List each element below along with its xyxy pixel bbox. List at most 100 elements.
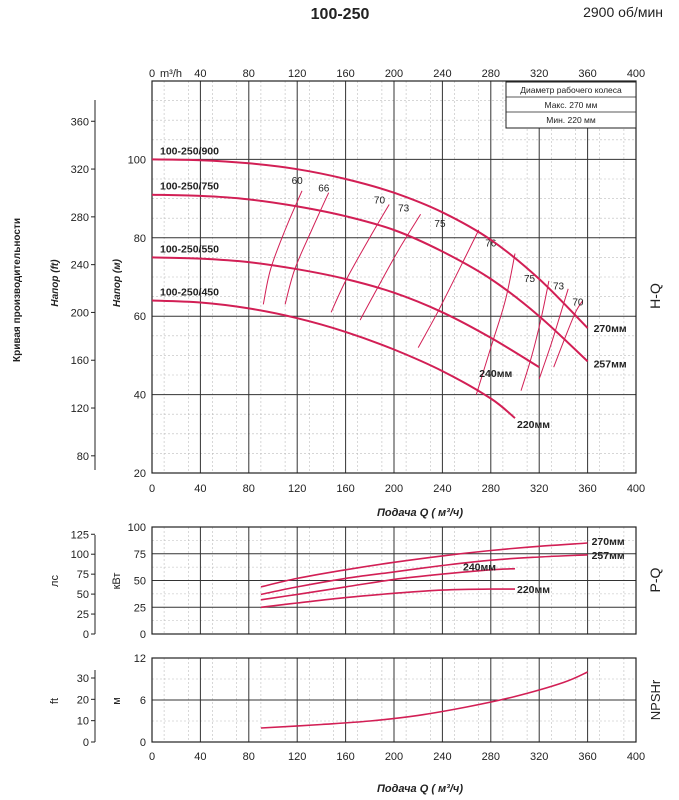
hq-y-tick-ft: 200	[71, 307, 89, 319]
hq-x-tick: 80	[243, 483, 255, 495]
npsh-x-tick: 120	[288, 751, 306, 763]
hq-x-tick: 320	[530, 483, 548, 495]
efficiency-curve-70	[330, 204, 390, 313]
pq-y-tick-hp: 100	[71, 549, 89, 561]
efficiency-label: 73	[398, 203, 410, 214]
hq-x-tick: 400	[627, 483, 645, 495]
npsh-y-tick-ft: 0	[83, 737, 89, 749]
power-curve-label: 220мм	[517, 584, 550, 596]
pq-y-tick-hp: 25	[77, 609, 89, 621]
pq-y-tick-kw: 25	[134, 602, 146, 614]
pq-y-label-kw: кВт	[111, 573, 123, 590]
npsh-y-tick-ft: 20	[77, 694, 89, 706]
hq-y-label-m: Напор (м)	[112, 258, 123, 307]
efficiency-curve-60	[262, 190, 303, 305]
efficiency-label: 75	[434, 219, 446, 230]
hq-top-axis-label: m³/h	[160, 68, 182, 80]
hq-y-tick-ft: 160	[71, 355, 89, 367]
efficiency-curve-66	[284, 192, 330, 305]
hq-frame	[151, 80, 637, 474]
head-curve-end-label: 257мм	[594, 358, 627, 370]
efficiency-curve-73	[538, 288, 569, 380]
diameter-legend-box	[505, 81, 637, 129]
hq-top-x-tick: 240	[433, 68, 451, 80]
hq-x-tick: 0	[149, 483, 155, 495]
npsh-x-tick: 240	[433, 751, 451, 763]
efficiency-label: 76	[485, 239, 497, 250]
head-curve-model-label: 100-250/450	[160, 287, 219, 299]
legend-min: Мин. 220 мм	[546, 115, 596, 125]
hq-top-x-tick: 360	[578, 68, 596, 80]
hq-y-tick-m: 80	[134, 233, 146, 245]
efficiency-curve-70	[553, 300, 584, 368]
pq-y-tick-hp: 75	[77, 569, 89, 581]
hq-x-tick: 160	[336, 483, 354, 495]
hq-x-tick: 120	[288, 483, 306, 495]
pq-panel: 0 25 50 75 100 0 25 50 75 100 125 лс кВт P-Q 270мм 257м…	[49, 522, 663, 641]
pq-y-tick-hp: 0	[83, 629, 89, 641]
npsh-y-tick-m: 6	[140, 695, 146, 707]
npsh-x-tick: 0	[149, 751, 155, 763]
hq-x-tick: 360	[578, 483, 596, 495]
hq-top-x-tick: 280	[482, 68, 500, 80]
pq-y-tick-kw: 75	[134, 549, 146, 561]
head-curve-240мм	[151, 256, 540, 369]
npsh-y-label-m: м	[111, 697, 123, 705]
npsh-x-tick: 280	[482, 751, 500, 763]
npsh-y-tick-m: 12	[134, 653, 146, 665]
npsh-y-tick-ft: 30	[77, 673, 89, 685]
power-curve-label: 240мм	[463, 562, 496, 574]
efficiency-label: 70	[572, 297, 584, 308]
power-curve-label: 270мм	[592, 536, 625, 548]
hq-top-x-tick: 200	[385, 68, 403, 80]
npsh-x-tick: 320	[530, 751, 548, 763]
pq-y-tick-hp: 125	[71, 529, 89, 541]
hq-y-tick-ft: 80	[77, 451, 89, 463]
head-curve-end-label: 240мм	[479, 368, 512, 380]
hq-x-tick: 280	[482, 483, 500, 495]
npsh-y-label-ft: ft	[49, 698, 61, 704]
head-curve-model-label: 100-250/550	[160, 243, 219, 255]
power-curve-257мм	[260, 554, 588, 596]
pq-y-tick-kw: 100	[128, 522, 146, 534]
legend-title: Диаметр рабочего колеса	[520, 85, 622, 95]
pq-y-tick-kw: 50	[134, 576, 146, 588]
npsh-y-tick-ft: 10	[77, 716, 89, 728]
hq-x-tick: 40	[194, 483, 206, 495]
hq-top-x-tick: 40	[194, 68, 206, 80]
efficiency-label: 66	[318, 184, 330, 195]
head-curve-model-label: 100-250/750	[160, 181, 219, 193]
efficiency-curve-76	[475, 253, 516, 395]
hq-y-tick-ft: 280	[71, 212, 89, 224]
efficiency-curve-75	[417, 229, 480, 348]
hq-top-x-tick: 320	[530, 68, 548, 80]
hq-top-x-tick: 80	[243, 68, 255, 80]
npsh-x-tick: 160	[336, 751, 354, 763]
pq-frame	[151, 526, 637, 635]
speed-label: 2900 об/мин	[583, 4, 663, 20]
hq-panel: 0 40 80 120 160 200 240 280 320 360 400 0 40 80 120 160…	[50, 68, 663, 519]
hq-top-x-tick: 400	[627, 68, 645, 80]
head-curve-end-label: 220мм	[517, 419, 550, 431]
head-curve-end-label: 270мм	[594, 323, 627, 335]
power-curve-240мм	[260, 567, 516, 601]
hq-x-tick: 200	[385, 483, 403, 495]
head-curve-257мм	[151, 193, 589, 363]
pq-y-label-hp: лс	[49, 575, 61, 587]
pq-panel-label: P-Q	[647, 567, 663, 592]
efficiency-label: 70	[374, 195, 386, 206]
hq-top-x-tick: 120	[288, 68, 306, 80]
npsh-x-tick: 40	[194, 751, 206, 763]
efficiency-label: 60	[292, 176, 304, 187]
npsh-x-axis-label: Подача Q ( м³/ч)	[377, 783, 463, 795]
hq-panel-label: H-Q	[647, 283, 663, 309]
efficiency-curve-73	[359, 214, 422, 321]
npsh-x-tick: 400	[627, 751, 645, 763]
hq-y-tick-m: 60	[134, 311, 146, 323]
npsh-x-tick: 80	[243, 751, 255, 763]
hq-y-label-ft: Напор (ft)	[50, 259, 61, 307]
head-curve-270мм	[151, 158, 589, 329]
hq-top-x-tick: 0	[149, 68, 155, 80]
